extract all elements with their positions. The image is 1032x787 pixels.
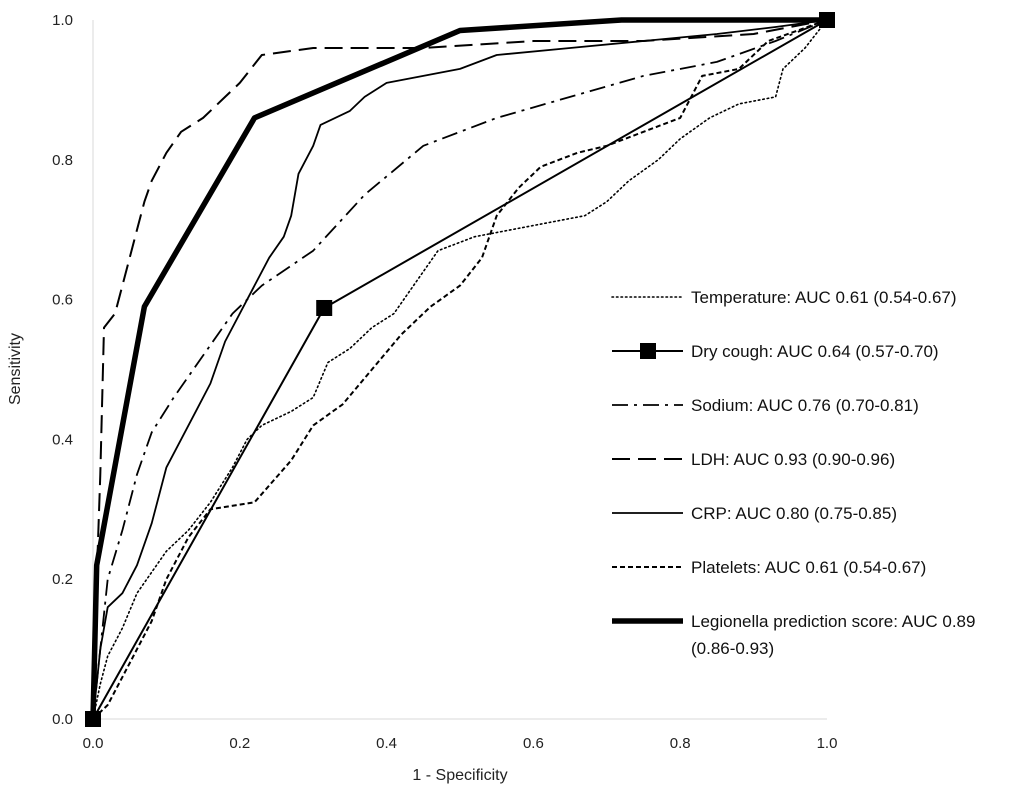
series-line-0 (92, 19, 828, 720)
x-tick-label: 0.4 (376, 735, 397, 752)
legend-label-5: Platelets: AUC 0.61 (0.54-0.67) (691, 558, 926, 577)
series-line-6 (90, 17, 827, 720)
series-line-4 (92, 19, 828, 720)
y-tick-label: 0.2 (52, 571, 73, 588)
legend-label-4: CRP: AUC 0.80 (0.75-0.85) (691, 504, 897, 523)
y-tick-label: 1.0 (52, 12, 73, 29)
legend-label-0: Temperature: AUC 0.61 (0.54-0.67) (691, 288, 957, 307)
legend-label-6-line2: (0.86-0.93) (691, 639, 774, 658)
y-tick-label: 0.8 (52, 152, 73, 169)
legend-label-6: Legionella prediction score: AUC 0.89 (691, 612, 975, 631)
axes: 0.0 0.2 0.4 0.6 0.8 1.0 0.0 0.2 0.4 0.6 0.8 1.0 (52, 12, 837, 752)
y-axis-title: Sensitivity (7, 333, 24, 405)
series-line-3 (92, 19, 828, 720)
x-tick-label: 1.0 (817, 735, 838, 752)
series-marker (316, 299, 333, 316)
y-tick-label: 0.0 (52, 711, 73, 728)
series-line-5 (92, 19, 828, 720)
y-tick-label: 0.6 (52, 292, 73, 309)
legend-label-1: Dry cough: AUC 0.64 (0.57-0.70) (691, 342, 939, 361)
y-tick-label: 0.4 (52, 431, 73, 448)
series-line-2 (92, 19, 828, 720)
x-tick-label: 0.6 (523, 735, 544, 752)
x-tick-label: 0.0 (83, 735, 104, 752)
x-tick-label: 0.8 (670, 735, 691, 752)
legend-label-2: Sodium: AUC 0.76 (0.70-0.81) (691, 396, 919, 415)
plot-area (85, 12, 835, 727)
legend-marker (640, 343, 656, 359)
legend: Temperature: AUC 0.61 (0.54-0.67) Dry cou… (611, 288, 975, 658)
legend-label-3: LDH: AUC 0.93 (0.90-0.96) (691, 450, 895, 469)
x-axis-title: 1 - Specificity (412, 767, 507, 784)
x-tick-label: 0.2 (229, 735, 250, 752)
